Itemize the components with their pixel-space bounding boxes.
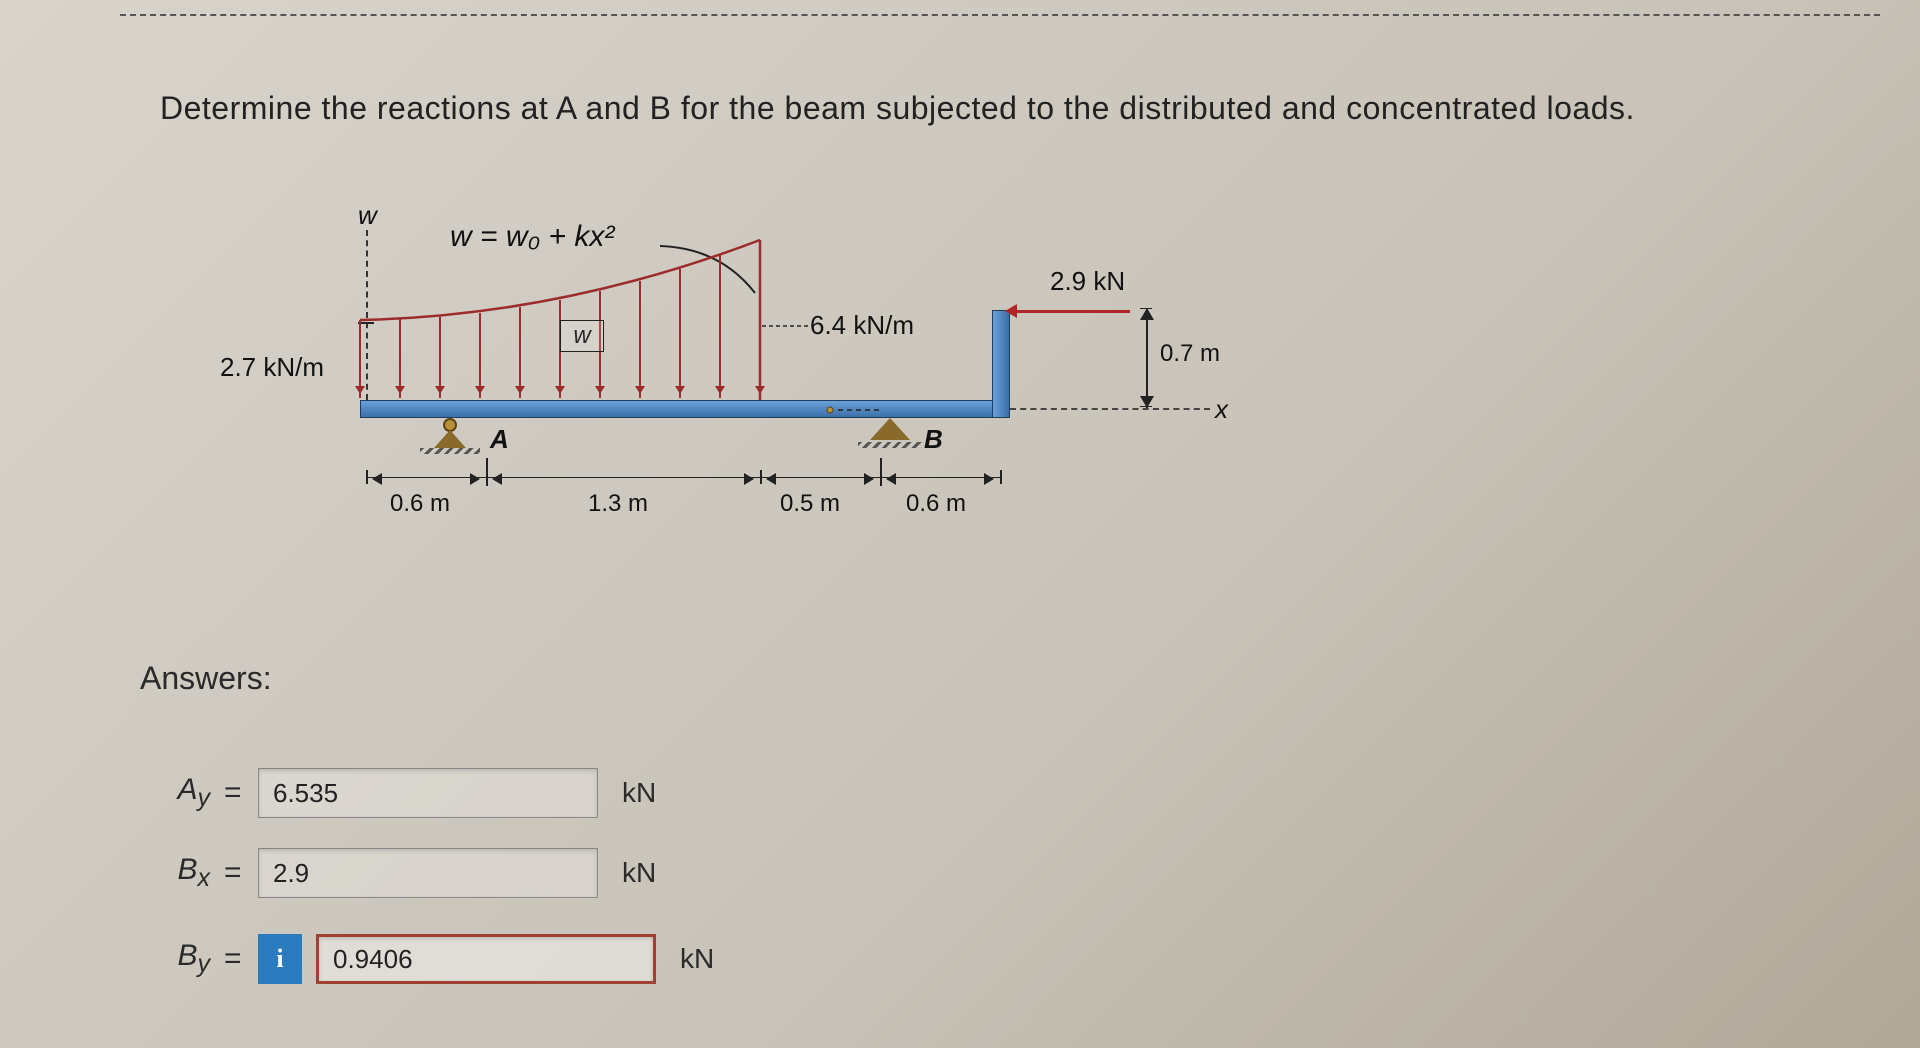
answer-row: Bx = 2.9 kN — [140, 848, 656, 898]
answer-unit: kN — [622, 857, 656, 889]
arm-line — [1146, 308, 1148, 408]
w-center-label: w — [573, 322, 590, 350]
dimline-2 — [486, 477, 760, 478]
horizontal-force-label: 2.9 kN — [1050, 266, 1125, 297]
x-axis-dashed — [1010, 408, 1210, 410]
top-divider — [120, 14, 1880, 16]
moment-arm-label: 0.7 m — [1160, 340, 1220, 368]
answers-heading: Answers: — [140, 660, 272, 697]
ground-B — [858, 442, 922, 448]
w0-label: 2.7 kN/m — [220, 352, 324, 383]
load-arrow — [399, 319, 401, 398]
answer-row: Ay = 6.535 kN — [140, 768, 656, 818]
arm-arrow-up — [1140, 308, 1154, 322]
answer-variable: By — [140, 939, 210, 979]
load-arrow — [519, 307, 521, 398]
x-axis-label: x — [1215, 394, 1228, 425]
answer-unit: kN — [680, 943, 714, 975]
answer-input[interactable]: 6.535 — [258, 768, 598, 818]
dim-seg2: 1.3 m — [588, 490, 648, 518]
load-arrow — [639, 281, 641, 398]
beam-center-marks — [820, 398, 890, 422]
answer-variable: Ay — [140, 773, 210, 813]
dim-seg1: 0.6 m — [390, 490, 450, 518]
beam-post — [992, 310, 1010, 418]
support-B-label: B — [924, 424, 943, 455]
answer-input[interactable]: 2.9 — [258, 848, 598, 898]
load-arrow — [359, 320, 361, 398]
answer-variable: Bx — [140, 853, 210, 893]
load-arrow — [719, 255, 721, 398]
question-text: Determine the reactions at A and B for t… — [160, 90, 1635, 127]
dimline-1 — [366, 477, 486, 478]
support-A — [430, 418, 470, 446]
dim-seg3: 0.5 m — [780, 490, 840, 518]
dimline-4 — [880, 477, 1000, 478]
beam-diagram: w w = w₀ + kx² w 2.7 kN/m 6.4 kN/m x 2.9… — [180, 180, 1280, 580]
load-arrow — [479, 313, 481, 398]
ground-A — [420, 448, 480, 454]
answer-input[interactable]: 0.9406 — [316, 934, 656, 984]
answer-row: By = i 0.9406 kN — [140, 934, 714, 984]
equals-sign: = — [224, 776, 244, 810]
w-axis-label: w — [358, 200, 377, 231]
beam — [360, 400, 1000, 418]
equals-sign: = — [224, 942, 244, 976]
load-arrow — [759, 240, 761, 398]
dimtick-4 — [1000, 470, 1002, 484]
load-arrow — [679, 269, 681, 398]
w-end-pointer — [762, 320, 808, 332]
support-A-label: A — [490, 424, 509, 455]
w-center-box: w — [560, 320, 604, 352]
load-arrow — [439, 317, 441, 398]
dimline-3 — [760, 477, 880, 478]
arm-arrow-down — [1140, 394, 1154, 408]
horizontal-force-arrow — [1010, 310, 1130, 313]
answer-unit: kN — [622, 777, 656, 809]
info-badge[interactable]: i — [258, 934, 302, 984]
w-end-label: 6.4 kN/m — [810, 310, 914, 341]
equals-sign: = — [224, 856, 244, 890]
dim-seg4: 0.6 m — [906, 490, 966, 518]
